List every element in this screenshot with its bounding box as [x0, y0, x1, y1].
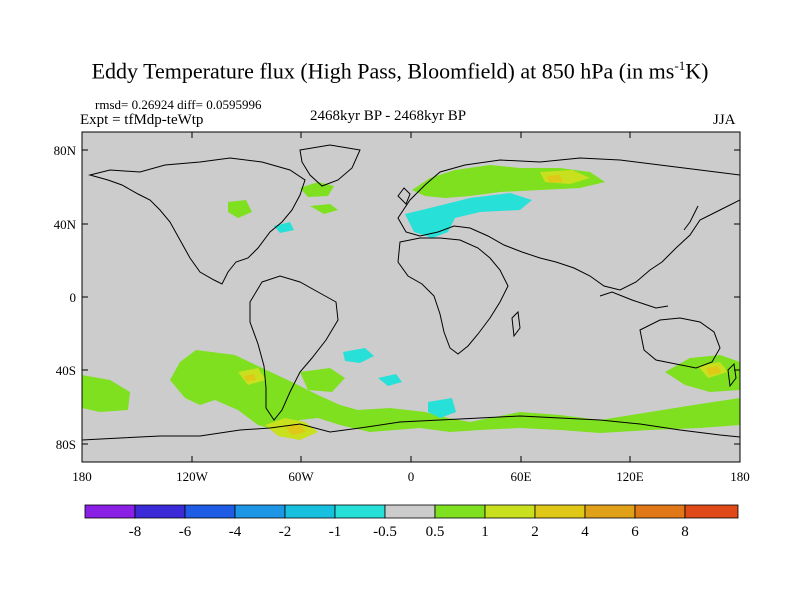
colorbar-box-3 — [184, 504, 236, 519]
colorbar-label-8: 1 — [481, 524, 489, 540]
colorbar-label-12: 8 — [681, 524, 689, 540]
colorbar-label-6: -0.5 — [373, 524, 397, 540]
colorbar-label-7: 0.5 — [426, 524, 445, 540]
flux-region-south-high-2 — [285, 424, 306, 435]
colorbar-box-8 — [434, 504, 486, 519]
flux-region-eurasia-high — [547, 175, 563, 183]
lat-label-80n: 80N — [54, 143, 77, 158]
colorbar-box-5 — [284, 504, 336, 519]
colorbar-box-1 — [84, 504, 136, 519]
map-background — [82, 132, 740, 462]
coastline-new-zealand — [727, 362, 737, 388]
colorbar-box-2 — [134, 504, 186, 519]
coastline-uk — [397, 187, 411, 205]
flux-region-se-pacific — [300, 368, 345, 392]
colorbar-label-1: -8 — [129, 524, 142, 540]
coastline-australia — [639, 317, 721, 369]
coastlines — [82, 144, 740, 441]
flux-region-south-high-1 — [244, 374, 256, 381]
flux-region-australia-high — [706, 366, 721, 375]
plot-title: Eddy Temperature flux (High Pass, Bloomf… — [0, 58, 800, 84]
lat-label-0: 0 — [70, 290, 77, 305]
flux-field — [82, 144, 740, 441]
flux-region-north-america — [228, 200, 252, 218]
flux-region-north-america-east — [310, 204, 338, 214]
colorbar-label-4: -2 — [279, 524, 292, 540]
colorbar-label-9: 2 — [531, 524, 539, 540]
flux-region-south-atlantic-neg-3 — [428, 398, 456, 418]
coastline-indonesia — [599, 291, 669, 309]
colorbar-box-13 — [684, 504, 739, 519]
lat-label-40n: 40N — [54, 217, 77, 232]
lon-label-120w: 120W — [176, 469, 209, 484]
colorbar-box-6 — [334, 504, 386, 519]
colorbar-label-11: 6 — [631, 524, 639, 540]
coastline-japan — [683, 205, 699, 231]
season-label: JJA — [713, 112, 736, 128]
colorbar-label-5: -1 — [329, 524, 342, 540]
coastline-madagascar — [511, 310, 521, 338]
colorbar-label-3: -4 — [229, 524, 242, 540]
colorbar-box-4 — [234, 504, 286, 519]
lon-axis: 180 120W 60W 0 60E 120E 180 — [72, 132, 750, 484]
flux-region-south-pacific — [170, 350, 740, 433]
title-superscript: -1 — [674, 58, 686, 73]
lon-label-60e: 60E — [511, 469, 532, 484]
lon-label-0: 0 — [408, 469, 415, 484]
flux-region-europe-neg — [405, 193, 532, 238]
colorbar-box-11 — [584, 504, 636, 519]
coastline-africa — [397, 237, 509, 355]
coastline-south-america — [249, 275, 339, 421]
lon-label-120e: 120E — [616, 469, 644, 484]
coastline-north-america — [88, 157, 306, 285]
title-main: Eddy Temperature flux (High Pass, Bloomf… — [91, 58, 675, 84]
colorbar-label-2: -6 — [179, 524, 192, 540]
colorbar-box-7 — [384, 504, 436, 519]
flux-region-north-atlantic — [300, 182, 334, 197]
colorbar-box-9 — [484, 504, 536, 519]
stats-text: rmsd= 0.26924 diff= 0.0595996 — [95, 97, 262, 112]
colorbar-box-12 — [634, 504, 686, 519]
title-unit-end: K) — [685, 58, 709, 84]
flux-region-south-atlantic-neg-1 — [343, 348, 374, 363]
period-label: 2468kyr BP - 2468kyr BP — [310, 108, 467, 124]
lon-label-60w: 60W — [288, 469, 314, 484]
coastline-greenland — [299, 144, 361, 187]
lon-label-180e: 180 — [730, 469, 750, 484]
experiment-label: Expt = tfMdp-teWtp — [80, 112, 204, 128]
flux-region-south-atlantic-neg-2 — [378, 374, 402, 386]
lon-label-180w: 180 — [72, 469, 92, 484]
colorbar-box-10 — [534, 504, 586, 519]
flux-region-south-indian-west — [82, 375, 130, 412]
lat-axis: 80N 40N 0 40S 80S — [54, 143, 740, 452]
lat-label-40s: 40S — [56, 363, 76, 378]
colorbar: -8 -6 -4 -2 -1 -0.5 0.5 1 2 4 6 8 — [84, 504, 739, 540]
lat-label-80s: 80S — [56, 437, 76, 452]
colorbar-label-10: 4 — [581, 524, 589, 540]
coastline-antarctica — [82, 415, 740, 441]
coastline-eurasia — [397, 157, 740, 291]
